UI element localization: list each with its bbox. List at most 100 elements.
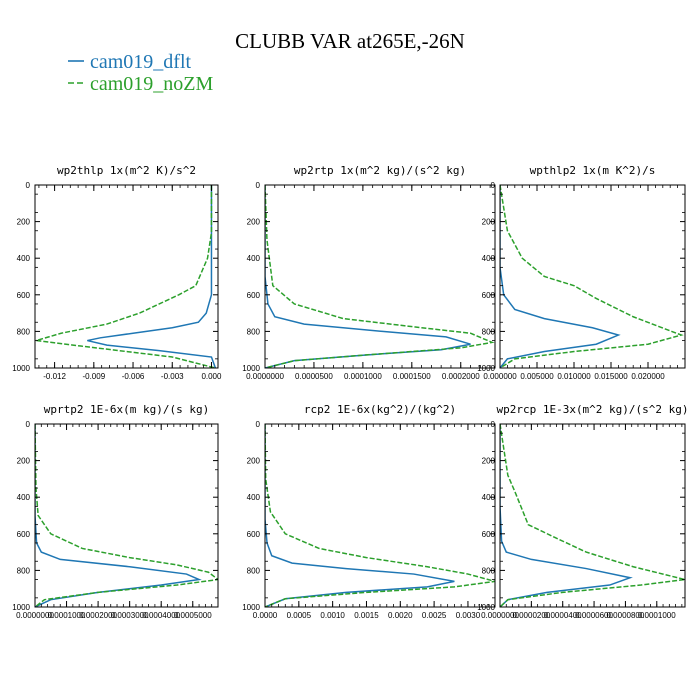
panel-title: rcp2 1E-6x(kg^2)/(kg^2) <box>304 403 456 416</box>
panel-title: wp2rtp 1x(m^2 kg)/(s^2 kg) <box>294 164 466 177</box>
x-tick-label: -0.012 <box>43 372 66 381</box>
legend: cam019_dflt cam019_noZM <box>68 51 214 95</box>
y-tick-label: 800 <box>247 327 261 336</box>
y-tick-label: 400 <box>247 254 261 263</box>
series-line-cam019_noZM <box>265 424 495 607</box>
y-tick-label: 200 <box>247 218 261 227</box>
y-tick-label: 400 <box>17 493 31 502</box>
x-tick-label: 0.0005000 <box>174 611 212 620</box>
series-line-cam019_dflt <box>87 185 217 368</box>
chart-panel: rcp2 1E-6x(kg^2)/(kg^2) 0 200 400 600 800 1000… <box>242 403 496 620</box>
plot-frame <box>264 184 496 369</box>
y-tick-label: 400 <box>247 493 261 502</box>
x-tick-label: 0.020000 <box>631 372 665 381</box>
x-tick-label: 0.000000 <box>483 372 517 381</box>
panels-grid: wp2thlp 1x(m^2 K)/s^2 0 200 400 600 800 1000 -0… <box>12 164 688 620</box>
plot-frame <box>499 184 686 369</box>
y-tick-label: 800 <box>482 327 496 336</box>
y-tick-label: 0 <box>256 420 261 429</box>
x-tick-label: 0.0001000 <box>344 372 382 381</box>
x-tick-label: 0.0020 <box>388 611 413 620</box>
series-line-cam019_dflt <box>265 185 471 368</box>
x-tick-label: 0.0030 <box>456 611 481 620</box>
y-tick-label: 400 <box>482 493 496 502</box>
y-tick-label: 1000 <box>242 364 260 373</box>
plot-frame <box>264 423 496 608</box>
chart-panel: wprtp2 1E-6x(m kg)/(s kg) 0 200 400 600 800 10… <box>12 403 219 620</box>
series-line-cam019_dflt <box>265 424 455 607</box>
y-tick-label: 0 <box>256 181 261 190</box>
y-tick-label: 600 <box>17 291 31 300</box>
x-tick-label: 0.0004000 <box>142 611 180 620</box>
x-tick-label: 0.0000000 <box>246 372 284 381</box>
chart-panel: wpthlp2 1x(m K^2)/s020040060080010000.00… <box>477 164 686 381</box>
y-tick-label: 0 <box>491 420 496 429</box>
x-tick-label: 0.0001000 <box>48 611 86 620</box>
x-tick-label: 0.000 <box>201 372 222 381</box>
y-tick-label: 200 <box>17 218 31 227</box>
panel-title: wprtp2 1E-6x(m kg)/(s kg) <box>44 403 210 416</box>
x-tick-label: 0.0025 <box>422 611 447 620</box>
x-tick-label: 0.015000 <box>594 372 628 381</box>
y-tick-label: 1000 <box>12 364 30 373</box>
series-line-cam019_noZM <box>500 185 684 368</box>
x-tick-label: 0.010000 <box>557 372 591 381</box>
y-tick-label: 200 <box>17 457 31 466</box>
plot-frame <box>34 184 219 369</box>
x-tick-label: 0.0000200 <box>512 611 550 620</box>
x-tick-label: 0.0000000 <box>16 611 54 620</box>
panel-title: wpthlp2 1x(m K^2)/s <box>530 164 656 177</box>
chart-panel: wp2rtp 1x(m^2 kg)/(s^2 kg) 0 200 400 600 800 1… <box>242 164 496 381</box>
y-tick-label: 600 <box>247 291 261 300</box>
y-tick-label: 600 <box>17 530 31 539</box>
y-tick-label: 200 <box>482 457 496 466</box>
x-tick-label: 0.0001500 <box>393 372 431 381</box>
y-tick-label: 800 <box>247 566 261 575</box>
x-tick-label: 0.0002000 <box>442 372 480 381</box>
y-tick-label: 600 <box>247 530 261 539</box>
x-tick-label: 0.0002000 <box>79 611 117 620</box>
series-line-cam019_dflt <box>35 424 202 607</box>
series-line-cam019_noZM <box>36 185 216 368</box>
y-tick-label: 0 <box>26 181 31 190</box>
x-tick-label: 0.0001000 <box>638 611 676 620</box>
legend-label-nozm: cam019_noZM <box>90 73 214 95</box>
chart-panel: wp2thlp 1x(m^2 K)/s^2 0 200 400 600 800 1000 -0… <box>12 164 222 381</box>
y-tick-label: 800 <box>17 327 31 336</box>
x-tick-label: -0.009 <box>82 372 105 381</box>
x-tick-label: 0.0010 <box>320 611 345 620</box>
x-tick-label: -0.003 <box>161 372 184 381</box>
y-tick-label: 800 <box>17 566 31 575</box>
y-tick-label: 800 <box>482 566 496 575</box>
x-tick-label: 0.0000400 <box>544 611 582 620</box>
x-tick-label: 0.0000600 <box>575 611 613 620</box>
x-tick-label: 0.005000 <box>520 372 554 381</box>
series-line-cam019_noZM <box>265 185 495 368</box>
x-tick-label: 0.0005 <box>287 611 312 620</box>
plot-frame <box>34 423 219 608</box>
y-tick-label: 1000 <box>242 603 260 612</box>
y-tick-label: 400 <box>17 254 31 263</box>
series-line-cam019_dflt <box>500 424 633 607</box>
chart-panel: wp2rcp 1E-3x(m^2 kg)/(s^2 kg)0 200 400 600 8… <box>477 403 688 620</box>
y-tick-label: 200 <box>482 218 496 227</box>
y-tick-label: 1000 <box>477 603 495 612</box>
y-tick-label: 0 <box>491 181 496 190</box>
plot-frame <box>499 423 686 608</box>
series-line-cam019_noZM <box>500 424 685 607</box>
x-tick-label: 0.0000000 <box>481 611 519 620</box>
x-tick-label: 0.0000800 <box>607 611 645 620</box>
panel-title: wp2rcp 1E-3x(m^2 kg)/(s^2 kg) <box>496 403 688 416</box>
y-tick-label: 600 <box>482 530 496 539</box>
x-tick-label: -0.006 <box>122 372 145 381</box>
y-tick-label: 200 <box>247 457 261 466</box>
series-line-cam019_dflt <box>500 185 621 368</box>
y-tick-label: 1000 <box>477 364 495 373</box>
y-tick-label: 600 <box>482 291 496 300</box>
y-tick-label: 400 <box>482 254 496 263</box>
x-tick-label: 0.0000 <box>253 611 278 620</box>
x-tick-label: 0.0015 <box>354 611 379 620</box>
y-tick-label: 0 <box>26 420 31 429</box>
y-tick-label: 1000 <box>12 603 30 612</box>
